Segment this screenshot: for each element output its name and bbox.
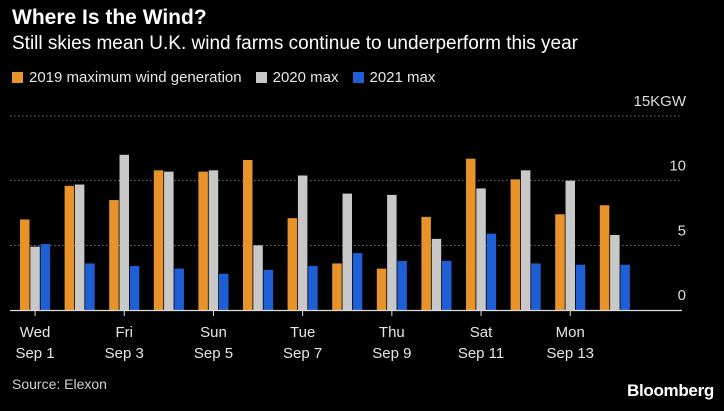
x-tick-label-date: Sep 1 xyxy=(15,345,54,362)
x-tick-label-day: Wed xyxy=(20,324,51,341)
bar-s2020-8 xyxy=(342,193,352,310)
y-tick-label: 5 xyxy=(678,222,686,239)
bar-s2021-7 xyxy=(308,266,318,310)
bar-s2019-14 xyxy=(599,205,610,310)
bar-s2019-11 xyxy=(466,158,476,310)
legend-swatch-2021 xyxy=(352,72,364,83)
bar-s2021-4 xyxy=(174,268,184,310)
bar-s2020-1 xyxy=(30,246,40,310)
x-tick-label-day: Fri xyxy=(116,324,134,341)
y-tick-label: 15KGW xyxy=(633,93,686,110)
legend: 2019 maximum wind generation 2020 max 20… xyxy=(12,69,449,86)
legend-swatch-2019 xyxy=(12,72,23,83)
bar-s2020-11 xyxy=(476,188,486,310)
x-tick-label-day: Tue xyxy=(290,324,315,341)
bar-s2020-3 xyxy=(119,154,129,310)
bar-s2020-4 xyxy=(164,171,174,310)
bar-s2020-7 xyxy=(297,175,308,310)
bar-s2021-9 xyxy=(397,260,407,310)
bar-s2020-5 xyxy=(208,170,219,310)
x-tick-label-day: Mon xyxy=(556,324,585,341)
chart-subtitle: Still skies mean U.K. wind farms continu… xyxy=(12,33,579,54)
x-tick-label-date: Sep 13 xyxy=(546,345,594,362)
bar-s2021-8 xyxy=(352,253,363,310)
x-tick-label-day: Sun xyxy=(200,324,227,341)
chart-title: Where Is the Wind? xyxy=(12,6,207,29)
bar-s2021-10 xyxy=(442,260,452,310)
bar-s2019-2 xyxy=(64,185,75,310)
bar-s2021-1 xyxy=(40,244,51,310)
legend-item-2021: 2021 max xyxy=(352,69,436,86)
x-tick-label-date: Sep 7 xyxy=(283,345,322,362)
legend-swatch-2020 xyxy=(255,72,267,83)
bar-s2020-12 xyxy=(520,170,531,310)
bar-s2019-12 xyxy=(510,179,521,310)
bar-s2020-14 xyxy=(610,234,620,310)
legend-label-2020: 2020 max xyxy=(272,69,339,86)
y-tick-label: 0 xyxy=(678,287,686,304)
bar-s2019-3 xyxy=(109,200,119,310)
source-note: Source: Elexon xyxy=(12,376,107,392)
x-tick-label-date: Sep 5 xyxy=(194,345,233,362)
bar-s2021-14 xyxy=(620,264,630,310)
bar-s2019-7 xyxy=(287,218,298,310)
bar-s2020-2 xyxy=(74,184,85,310)
legend-label-2019: 2019 maximum wind generation xyxy=(29,69,242,86)
x-tick-label-date: Sep 9 xyxy=(372,345,411,362)
bar-s2020-6 xyxy=(253,245,263,310)
bar-s2019-13 xyxy=(555,214,565,310)
bar-s2021-5 xyxy=(219,273,229,310)
bar-s2020-10 xyxy=(431,238,442,310)
x-tick-label-day: Sat xyxy=(470,324,493,341)
bar-s2019-1 xyxy=(20,219,30,310)
bar-s2021-2 xyxy=(85,263,95,310)
bar-s2021-3 xyxy=(129,266,140,310)
bloomberg-logo: Bloomberg xyxy=(626,381,714,400)
bar-s2019-8 xyxy=(332,263,342,310)
legend-item-2019: 2019 maximum wind generation xyxy=(12,69,242,86)
bar-s2021-12 xyxy=(531,263,541,310)
x-tick-label-date: Sep 11 xyxy=(458,345,504,362)
bar-s2021-6 xyxy=(263,269,274,310)
legend-item-2020: 2020 max xyxy=(255,69,339,86)
bar-s2019-4 xyxy=(153,170,164,310)
bar-s2019-10 xyxy=(421,216,431,310)
legend-label-2021: 2021 max xyxy=(369,69,436,86)
x-tick-label-day: Thu xyxy=(379,324,405,341)
y-tick-label: 10 xyxy=(669,158,686,175)
bar-s2020-13 xyxy=(565,180,575,310)
bar-s2019-5 xyxy=(198,171,208,310)
bar-s2021-11 xyxy=(486,233,497,310)
bar-s2019-9 xyxy=(376,268,387,310)
bar-s2019-6 xyxy=(243,159,253,310)
bar-s2020-9 xyxy=(387,194,397,310)
x-tick-label-date: Sep 3 xyxy=(105,345,144,362)
bar-s2021-13 xyxy=(575,264,586,310)
